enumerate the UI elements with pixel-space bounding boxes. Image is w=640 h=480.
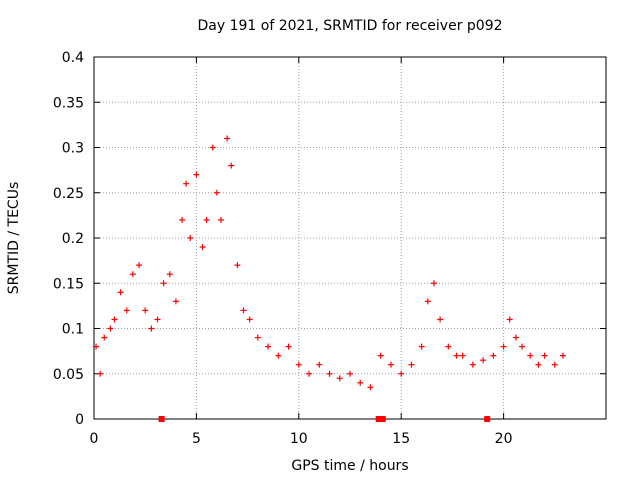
x-tick-label: 15 xyxy=(392,431,410,447)
data-point xyxy=(172,298,179,305)
data-point xyxy=(316,361,323,368)
data-point xyxy=(551,361,558,368)
data-point xyxy=(377,352,384,359)
y-tick-label: 0.1 xyxy=(62,322,84,338)
data-point xyxy=(154,316,161,323)
data-point xyxy=(445,343,452,350)
data-point xyxy=(117,289,124,296)
x-tick-label: 0 xyxy=(90,431,99,447)
axis-ticks: 0 0.05 0.1 0.15 0.2 0.25 0.3 0.35 0.4 0 5 10 15 20 xyxy=(53,50,606,447)
data-point xyxy=(234,262,241,269)
data-point xyxy=(469,361,476,368)
data-point xyxy=(199,244,206,251)
data-point xyxy=(246,316,253,323)
data-point xyxy=(408,361,415,368)
data-point xyxy=(240,307,247,314)
data-point xyxy=(387,361,394,368)
data-point xyxy=(336,375,343,382)
data-point xyxy=(490,352,497,359)
data-point xyxy=(430,280,437,287)
data-point xyxy=(187,235,194,241)
data-point xyxy=(265,343,272,350)
x-tick-label: 5 xyxy=(192,431,201,447)
data-point xyxy=(519,343,526,350)
data-point xyxy=(306,370,313,377)
y-tick-label: 0.4 xyxy=(62,50,84,66)
data-point xyxy=(224,135,231,142)
data-point xyxy=(295,361,302,368)
data-point xyxy=(228,162,235,169)
data-point xyxy=(93,343,100,350)
data-point xyxy=(111,316,118,323)
data-point xyxy=(347,370,353,377)
y-tick-label: 0.2 xyxy=(62,231,84,247)
data-point xyxy=(367,384,374,391)
data-point xyxy=(500,343,507,350)
grid-lines xyxy=(94,57,606,419)
data-point xyxy=(166,271,173,278)
data-point xyxy=(183,180,190,187)
data-point xyxy=(535,361,542,368)
data-point xyxy=(160,280,167,287)
chart-title: Day 191 of 2021, SRMTID for receiver p09… xyxy=(197,18,503,34)
data-point xyxy=(107,325,114,332)
y-axis-label: SRMTID / TECUs xyxy=(6,182,22,295)
data-point xyxy=(357,379,364,386)
data-series xyxy=(93,135,566,422)
data-point xyxy=(193,171,200,178)
data-point xyxy=(480,357,487,364)
data-point xyxy=(179,216,186,223)
data-point xyxy=(418,343,425,350)
x-axis-label: GPS time / hours xyxy=(291,458,408,474)
y-tick-label: 0.25 xyxy=(53,186,84,202)
data-point xyxy=(541,352,548,359)
data-point xyxy=(136,262,143,269)
data-point xyxy=(453,352,460,359)
y-tick-label: 0.3 xyxy=(62,141,84,157)
data-point xyxy=(398,370,405,377)
data-point xyxy=(123,307,130,314)
data-point xyxy=(148,325,155,332)
data-point xyxy=(512,334,519,341)
y-tick-label: 0.05 xyxy=(53,367,84,383)
data-point xyxy=(203,216,210,223)
data-point xyxy=(213,189,220,196)
data-point xyxy=(217,216,224,223)
data-point xyxy=(527,352,534,359)
data-point xyxy=(424,298,431,305)
data-point xyxy=(275,352,282,359)
data-point xyxy=(285,343,292,350)
data-point xyxy=(506,316,513,323)
y-tick-label: 0.15 xyxy=(53,276,84,292)
data-point xyxy=(142,307,149,314)
y-tick-label: 0.35 xyxy=(53,95,84,111)
x-tick-label: 20 xyxy=(495,431,513,447)
gap-marker xyxy=(158,416,165,422)
data-point xyxy=(254,334,261,341)
data-point xyxy=(559,352,566,359)
data-point xyxy=(459,352,466,359)
x-tick-label: 10 xyxy=(290,431,308,447)
y-tick-label: 0 xyxy=(75,412,84,428)
data-point xyxy=(97,370,104,377)
gap-marker xyxy=(375,416,382,422)
data-point xyxy=(209,144,216,151)
gap-marker xyxy=(484,416,491,422)
data-point xyxy=(129,271,136,278)
data-point xyxy=(101,334,108,341)
data-point xyxy=(437,316,444,323)
gap-marker xyxy=(379,416,386,422)
data-point xyxy=(326,370,333,377)
